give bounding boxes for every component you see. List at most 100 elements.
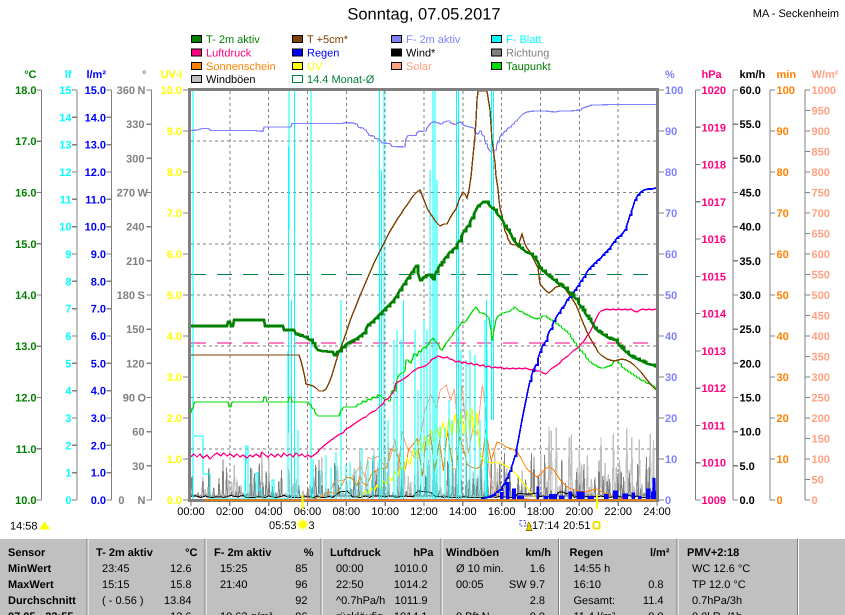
svg-text:MaxWert: MaxWert [8,579,54,591]
svg-text:0 Bft N: 0 Bft N [456,611,490,615]
svg-text:3.0: 3.0 [167,372,182,384]
svg-text:50: 50 [665,290,677,302]
svg-text:850: 850 [812,147,830,159]
svg-text:9: 9 [65,249,71,261]
svg-text:1016: 1016 [702,234,726,246]
svg-text:80: 80 [777,167,789,179]
svg-text:0.0: 0.0 [91,495,106,507]
svg-text:lf: lf [65,69,72,81]
svg-text:210: 210 [126,256,144,268]
svg-text:Gesamt:: Gesamt: [574,595,616,607]
svg-text:10.0: 10.0 [161,85,182,97]
svg-text:14:00: 14:00 [449,506,477,518]
svg-text:3: 3 [309,520,315,532]
svg-text:5.0: 5.0 [740,461,755,473]
svg-text:Luftdruck: Luftdruck [330,547,382,559]
svg-text:10.0: 10.0 [85,222,106,234]
svg-text:10: 10 [59,222,71,234]
svg-text:hPa: hPa [702,69,723,81]
svg-text:21:40: 21:40 [220,579,248,591]
svg-text:18.0: 18.0 [15,85,36,97]
svg-text:1: 1 [65,468,71,480]
svg-text:%: % [304,547,314,559]
svg-text:0: 0 [65,495,71,507]
svg-text:20: 20 [777,413,789,425]
svg-text:30: 30 [777,372,789,384]
svg-text:18:00: 18:00 [527,506,555,518]
svg-text:W/m²: W/m² [812,69,839,81]
svg-text:20: 20 [665,413,677,425]
svg-text:TP 12.0 °C: TP 12.0 °C [692,579,746,591]
svg-text:400: 400 [812,331,830,343]
svg-text:6.0: 6.0 [167,249,182,261]
svg-text:2.0: 2.0 [167,413,182,425]
svg-text:14:55 h: 14:55 h [574,563,611,575]
svg-text:0.0l R. /1h: 0.0l R. /1h [692,611,742,615]
svg-text:1012: 1012 [702,383,726,395]
svg-text:11.4: 11.4 [643,595,664,607]
svg-text:00:00: 00:00 [177,506,205,518]
svg-text:0: 0 [665,495,671,507]
svg-text:0.0: 0.0 [740,495,755,507]
svg-text:7: 7 [65,304,71,316]
svg-text:96: 96 [295,611,307,615]
svg-text:07.05 - 23:55: 07.05 - 23:55 [8,611,73,615]
svg-text:00:05: 00:05 [456,579,484,591]
svg-text:12.0: 12.0 [85,167,106,179]
svg-text:0: 0 [118,495,124,507]
svg-text:13: 13 [59,140,71,152]
svg-text:l/m²: l/m² [86,69,106,81]
svg-text:120: 120 [126,358,144,370]
svg-text:Solar: Solar [406,61,432,73]
svg-text:N: N [138,495,146,507]
svg-text:l/m²: l/m² [650,547,670,559]
svg-text:12:00: 12:00 [410,506,438,518]
svg-text:14:58: 14:58 [10,521,38,533]
svg-text:5: 5 [65,358,71,370]
svg-text:F- 2m aktiv: F- 2m aktiv [406,34,461,46]
svg-text:Windböen: Windböen [206,74,256,86]
svg-text:( - 0.56 ): ( - 0.56 ) [102,595,144,607]
svg-text:15: 15 [59,85,71,97]
svg-text:20.0: 20.0 [740,358,761,370]
svg-text:km/h: km/h [525,547,551,559]
svg-text:14.0: 14.0 [15,290,36,302]
svg-text:92: 92 [295,595,307,607]
svg-text:Durchschnitt: Durchschnitt [8,595,76,607]
svg-text:70: 70 [777,208,789,220]
svg-text:10.0: 10.0 [15,495,36,507]
svg-text:900: 900 [812,126,830,138]
svg-text:14.4 Monat-Ø: 14.4 Monat-Ø [307,74,375,86]
svg-text:14.0: 14.0 [85,112,106,124]
svg-text:0.0: 0.0 [530,611,545,615]
svg-text:1.6: 1.6 [530,563,545,575]
svg-text:16:10: 16:10 [574,579,602,591]
svg-text:05:53: 05:53 [269,520,297,532]
svg-text:00:00: 00:00 [336,563,364,575]
svg-text:0.8: 0.8 [648,579,663,591]
svg-text:km/h: km/h [740,69,766,81]
svg-text:40: 40 [665,331,677,343]
svg-text:330: 330 [126,119,144,131]
svg-text:16:00: 16:00 [488,506,516,518]
svg-text:24:00: 24:00 [643,506,671,518]
svg-text:800: 800 [812,167,830,179]
svg-text:15.0: 15.0 [85,85,106,97]
svg-text:550: 550 [812,270,830,282]
svg-text:Taupunkt: Taupunkt [506,61,551,73]
svg-text:N: N [138,85,146,97]
svg-text:12.6: 12.6 [170,563,191,575]
svg-text:60: 60 [777,249,789,261]
svg-text:100: 100 [777,85,795,97]
svg-text:11: 11 [60,194,72,206]
svg-text:450: 450 [812,311,830,323]
svg-text:650: 650 [812,229,830,241]
svg-text:1014.1: 1014.1 [394,611,428,615]
svg-text:22:00: 22:00 [604,506,632,518]
svg-text:15.0: 15.0 [740,393,761,405]
svg-text:T- 2m aktiv: T- 2m aktiv [206,34,260,46]
svg-text:MA - Seckenheim: MA - Seckenheim [753,8,839,20]
svg-text:5.0: 5.0 [167,290,182,302]
svg-text:4: 4 [65,386,72,398]
svg-text:0.7hPa/3h: 0.7hPa/3h [692,595,742,607]
